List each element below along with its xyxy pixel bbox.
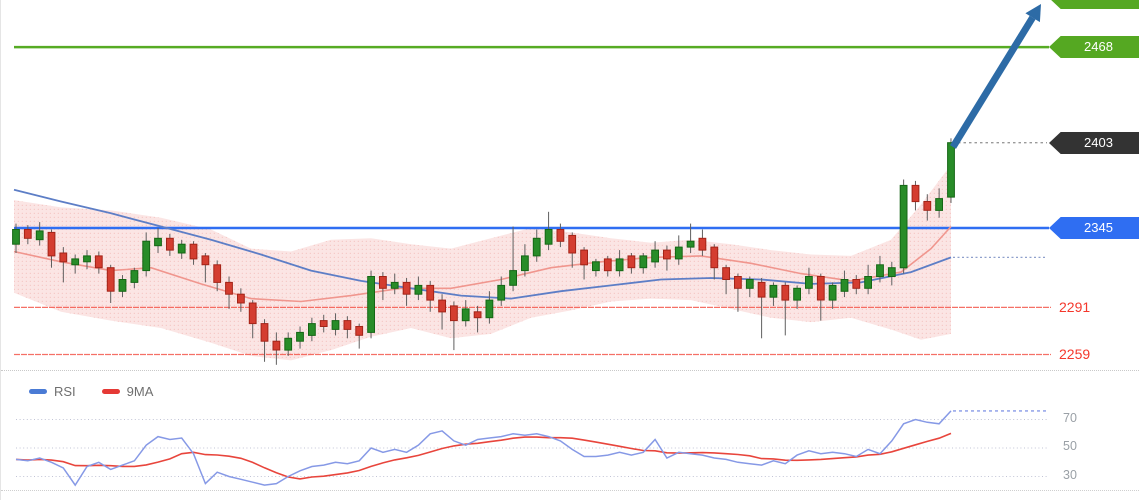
price-badge-offscreen <box>1049 0 1139 9</box>
ma-legend-label: 9MA <box>126 384 154 399</box>
ma-legend-swatch <box>101 389 120 394</box>
indicator-legend: RSI 9MA <box>29 384 153 399</box>
rsi-legend-label: RSI <box>54 384 76 399</box>
rsi-panel-baseline <box>1 490 1140 491</box>
price-label-2291: 2291 <box>1059 299 1091 315</box>
price-badge-2468: 2468 <box>1049 36 1139 58</box>
price-label-2259: 2259 <box>1059 346 1091 362</box>
rsi-axis-30: 30 <box>1063 468 1077 482</box>
price-badge-2403: 2403 <box>1049 132 1139 154</box>
price-badge-2345: 2345 <box>1049 217 1139 239</box>
price-panel-canvas <box>12 4 1051 365</box>
rsi-axis-50: 50 <box>1063 439 1077 453</box>
panel-divider <box>1 370 1140 371</box>
rsi-panel-canvas <box>15 410 1049 487</box>
rsi-legend-swatch <box>29 389 47 394</box>
rsi-axis-70: 70 <box>1063 411 1077 425</box>
